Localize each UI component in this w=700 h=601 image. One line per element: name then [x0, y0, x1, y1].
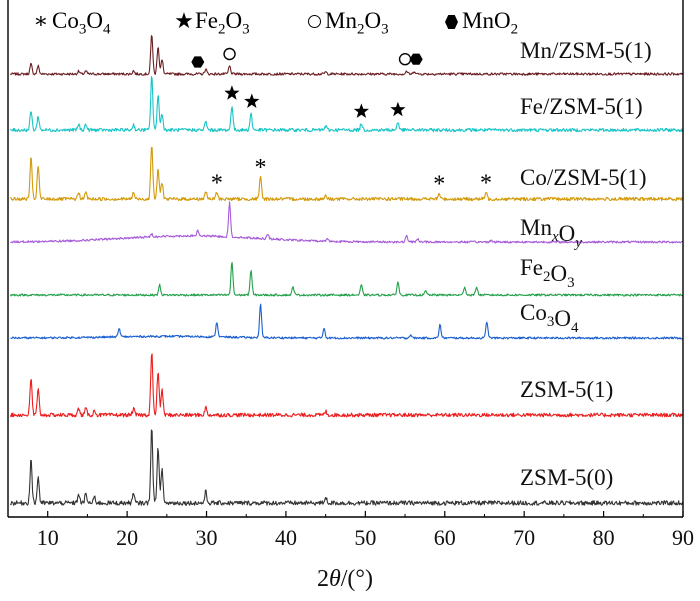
asterisk-marker-co-zsm-5-1: * — [480, 170, 492, 196]
star-marker-fe-zsm-5-1 — [224, 85, 240, 100]
star-marker-fe-zsm-5-1 — [353, 103, 369, 118]
chart-legend: ∗ Co3O4 ★Fe2O3 Mn2O3 MnO2 — [8, 4, 698, 38]
legend-item-mno2: MnO2 — [445, 8, 518, 39]
star-icon: ★ — [174, 8, 194, 33]
hexagon-icon — [445, 15, 458, 29]
series-line-fe-zsm-5-1 — [9, 76, 684, 133]
series-label-zsm-5-0: ZSM-5(0) — [520, 465, 613, 490]
legend-item-co3o4: ∗ Co3O4 — [30, 8, 111, 39]
series-label-fe2o3: Fe2O3 — [520, 255, 575, 291]
series-label-mnxoy: MnxOy — [520, 215, 582, 251]
series-line-fe2o3 — [9, 261, 683, 297]
series-label-mn-zsm-5-1: Mn/ZSM-5(1) — [520, 38, 652, 63]
x-tick-label-70: 70 — [513, 525, 535, 550]
asterisk-marker-co-zsm-5-1: * — [255, 155, 267, 181]
hexagon-marker-mn-zsm-5-1 — [191, 56, 205, 68]
legend-item-mn2o3: Mn2O3 — [308, 8, 389, 39]
asterisk-icon: ∗ — [33, 8, 49, 33]
series-label-fe-zsm-5-1: Fe/ZSM-5(1) — [520, 94, 643, 119]
legend-label: Co3O4 — [52, 8, 111, 38]
x-tick-label-20: 20 — [116, 525, 138, 550]
series-line-co3o4 — [10, 303, 683, 340]
star-marker-fe-zsm-5-1 — [390, 101, 406, 117]
x-tick-label-50: 50 — [354, 525, 376, 550]
x-tick-label-40: 40 — [275, 525, 297, 550]
circle-marker-mn-zsm-5-1 — [223, 47, 236, 61]
legend-label: MnO2 — [462, 8, 519, 38]
series-label-zsm-5-1: ZSM-5(1) — [520, 377, 613, 402]
x-tick-label-30: 30 — [196, 525, 218, 550]
series-label-co-zsm-5-1: Co/ZSM-5(1) — [520, 165, 647, 190]
series-label-co3o4: Co3O4 — [520, 300, 579, 336]
circle-icon — [308, 15, 321, 28]
series-line-mnxoy — [10, 201, 683, 244]
x-tick-label-10: 10 — [37, 525, 59, 550]
circle-marker-mn-zsm-5-1 — [398, 53, 412, 66]
x-axis-title: 2θ/(°) — [317, 566, 373, 592]
x-tick-label-60: 60 — [434, 525, 456, 550]
asterisk-marker-co-zsm-5-1: * — [211, 170, 223, 196]
star-marker-fe-zsm-5-1 — [244, 93, 260, 108]
asterisk-marker-co-zsm-5-1: * — [433, 172, 445, 198]
series-line-zsm-5-1 — [9, 353, 683, 418]
x-tick-label-80: 80 — [593, 525, 615, 550]
series-line-co-zsm-5-1 — [10, 146, 684, 202]
legend-item-fe2o3: ★Fe2O3 — [173, 8, 250, 39]
hexagon-marker-mn-zsm-5-1 — [409, 53, 423, 65]
x-tick-label-90: 90 — [672, 525, 694, 550]
legend-label: Fe2O3 — [195, 8, 250, 38]
legend-label: Mn2O3 — [325, 8, 389, 38]
series-line-mn-zsm-5-1 — [9, 35, 683, 76]
series-line-zsm-5-0 — [9, 429, 684, 506]
